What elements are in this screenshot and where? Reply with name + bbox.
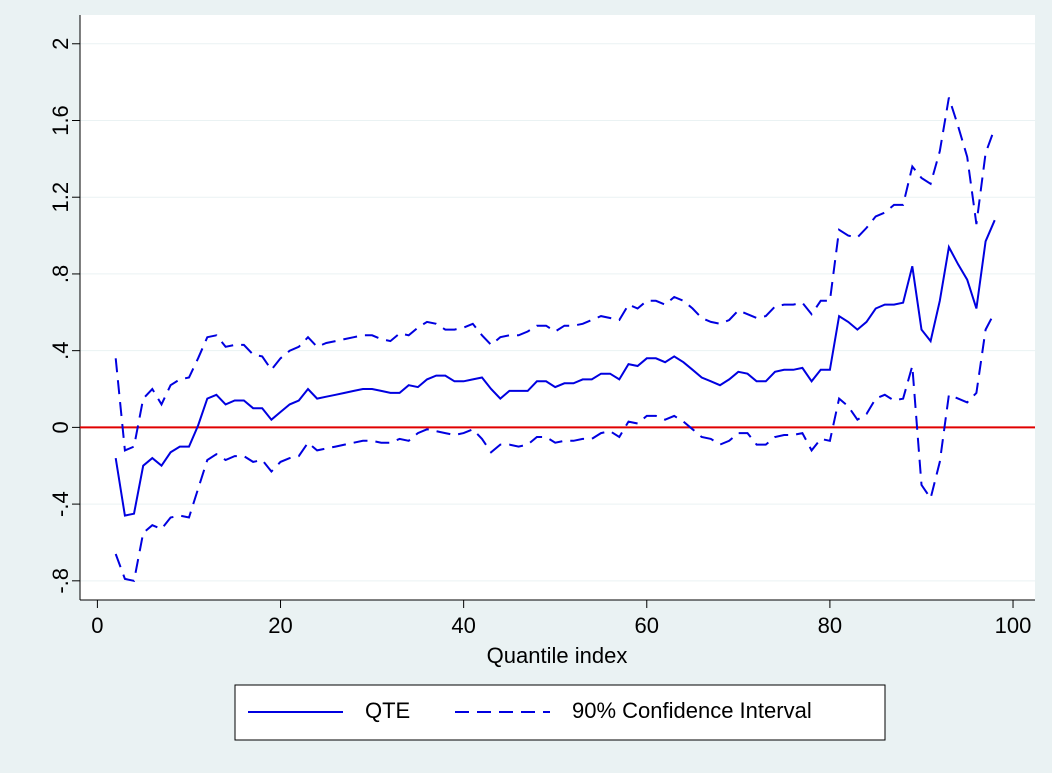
y-tick-label: 2 [48, 38, 73, 50]
x-tick-label: 0 [91, 613, 103, 638]
x-axis-label: Quantile index [487, 643, 628, 668]
y-tick-label: -.4 [48, 491, 73, 517]
plot-area [80, 15, 1035, 600]
legend-label: 90% Confidence Interval [572, 698, 812, 723]
x-tick-label: 20 [268, 613, 292, 638]
line-values [114, 219, 996, 517]
y-tick-label: .4 [48, 341, 73, 359]
y-tick-label: 0 [48, 421, 73, 433]
y-tick-label: 1.6 [48, 105, 73, 136]
legend-label: QTE [365, 698, 410, 723]
legend [234, 684, 886, 741]
y-tick-label: .8 [48, 265, 73, 283]
line-upper [114, 97, 996, 452]
y-tick-label: 1.2 [48, 182, 73, 213]
x-tick-label: 60 [635, 613, 659, 638]
x-tick-label: 100 [995, 613, 1032, 638]
y-tick-label: -.8 [48, 568, 73, 594]
line-lower [114, 311, 996, 582]
x-tick-label: 40 [451, 613, 475, 638]
x-tick-label: 80 [818, 613, 842, 638]
